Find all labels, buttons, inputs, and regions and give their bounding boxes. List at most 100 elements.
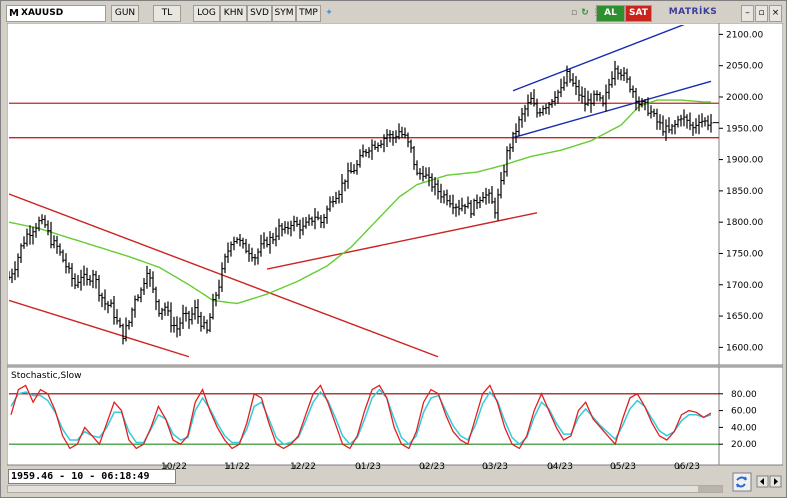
ohlc-bar: [148, 269, 152, 287]
ohlc-bar: [106, 301, 110, 314]
ohlc-bar: [541, 105, 545, 116]
ohlc-bar: [397, 123, 401, 140]
ohlc-bar: [274, 227, 278, 247]
ohlc-bar: [532, 89, 536, 107]
sync-icon[interactable]: [732, 472, 752, 492]
ohlc-bar: [508, 143, 512, 160]
twitter-icon[interactable]: ✦: [325, 8, 333, 18]
ohlc-bar: [535, 98, 539, 118]
ohlc-bar: [706, 115, 710, 131]
ohlc-bar: [292, 215, 296, 232]
ohlc-bar: [172, 316, 176, 333]
ohlc-bar: [364, 148, 368, 157]
y-tick-label: 1800.00: [726, 218, 763, 228]
log-button[interactable]: LOG: [193, 5, 220, 22]
svd-button[interactable]: SVD: [247, 5, 272, 22]
tl-button[interactable]: TL: [153, 5, 181, 22]
ohlc-bar: [19, 243, 23, 263]
stochastic-title: Stochastic,Slow: [11, 371, 82, 381]
ohlc-bar: [523, 104, 527, 122]
ohlc-bar: [454, 203, 458, 217]
ohlc-bar: [160, 307, 164, 320]
ohlc-bar: [115, 309, 119, 325]
ohlc-bar: [34, 222, 38, 238]
ohlc-bar: [229, 241, 233, 257]
y-tick-label: 1850.00: [726, 187, 763, 197]
x-tick-label: 03/23: [482, 462, 508, 469]
ohlc-bar: [394, 130, 398, 144]
ohlc-bar: [595, 90, 599, 102]
ohlc-bar: [226, 242, 230, 263]
ohlc-bar: [445, 189, 449, 206]
ohlc-bar: [337, 190, 341, 204]
buy-button[interactable]: AL: [596, 5, 625, 22]
maximize-icon[interactable]: ▫: [755, 5, 768, 22]
ohlc-bar: [475, 194, 479, 210]
ohlc-bar: [331, 195, 335, 208]
ohlc-bar: [391, 130, 395, 146]
ohlc-bar: [544, 103, 548, 115]
sell-button[interactable]: SAT: [625, 5, 652, 22]
ohlc-bar: [406, 132, 410, 148]
ohlc-bar: [649, 105, 653, 119]
ohlc-bar: [262, 232, 266, 249]
sym-button[interactable]: SYM: [272, 5, 296, 22]
symbol-selector[interactable]: M XAUUSD: [6, 5, 106, 22]
ohlc-bar: [577, 79, 581, 102]
chart-area[interactable]: 1600.00 1650.00 1700.00 1750.00 1800.00 1850.…: [7, 23, 783, 469]
next-icon[interactable]: [769, 475, 782, 488]
ohlc-bar: [217, 279, 221, 300]
ohlc-bar: [709, 113, 713, 133]
ohlc-bar: [202, 315, 206, 330]
x-tick-label: 06/23: [674, 462, 700, 469]
x-tick-label: 10/22: [161, 462, 187, 469]
gun-button[interactable]: GUN: [111, 5, 139, 22]
ohlc-bar: [58, 243, 62, 256]
ohlc-bar: [325, 205, 329, 224]
red-channel-lower: [9, 299, 190, 358]
ohlc-bar: [661, 115, 665, 136]
x-tick-label: 05/23: [610, 462, 636, 469]
close-icon[interactable]: ×: [769, 5, 782, 22]
ohlc-bar: [496, 188, 500, 221]
ohlc-bar: [421, 165, 425, 182]
ohlc-bar: [613, 60, 617, 86]
ohlc-bar: [586, 90, 590, 107]
horizontal-scrollbar[interactable]: [7, 485, 723, 493]
ohlc-bar: [247, 243, 251, 262]
khn-button[interactable]: KHN: [220, 5, 247, 22]
ohlc-bar: [322, 213, 326, 229]
ohlc-bar: [559, 78, 563, 98]
ohlc-bar: [622, 67, 626, 82]
tmp-button[interactable]: TMP: [296, 5, 321, 22]
ohlc-bar: [301, 217, 305, 236]
ohlc-bar: [388, 130, 392, 143]
ohlc-bar: [520, 107, 524, 128]
ohlc-bar: [637, 96, 641, 112]
ohlc-bar: [697, 114, 701, 135]
y-tick-label: 1650.00: [726, 312, 763, 322]
ohlc-bar: [538, 107, 542, 117]
x-tick-label: 04/23: [547, 462, 573, 469]
ohlc-bar: [85, 267, 89, 286]
ohlc-bar: [136, 294, 140, 302]
ohlc-bar: [502, 164, 506, 185]
ohlc-bar: [700, 113, 704, 128]
ohlc-bar: [670, 123, 674, 135]
ohlc-bar: [592, 90, 596, 106]
lock-icon[interactable]: ▫: [570, 8, 578, 18]
ohlc-bar: [628, 76, 632, 93]
ohlc-bar: [139, 287, 143, 303]
x-tick-label: 02/23: [419, 462, 445, 469]
ohlc-bar: [91, 269, 95, 289]
stochastic-y-tick-label: 80.00: [731, 390, 757, 400]
minimize-icon[interactable]: –: [741, 5, 754, 22]
ohlc-bar: [151, 271, 155, 294]
ohlc-bar: [61, 249, 65, 263]
prev-icon[interactable]: [756, 475, 769, 488]
refresh-icon[interactable]: ↻: [581, 8, 589, 18]
scrollbar-thumb[interactable]: [698, 486, 722, 492]
ohlc-bar: [412, 146, 416, 170]
ohlc-bar: [190, 307, 194, 325]
ohlc-bar: [355, 160, 359, 175]
